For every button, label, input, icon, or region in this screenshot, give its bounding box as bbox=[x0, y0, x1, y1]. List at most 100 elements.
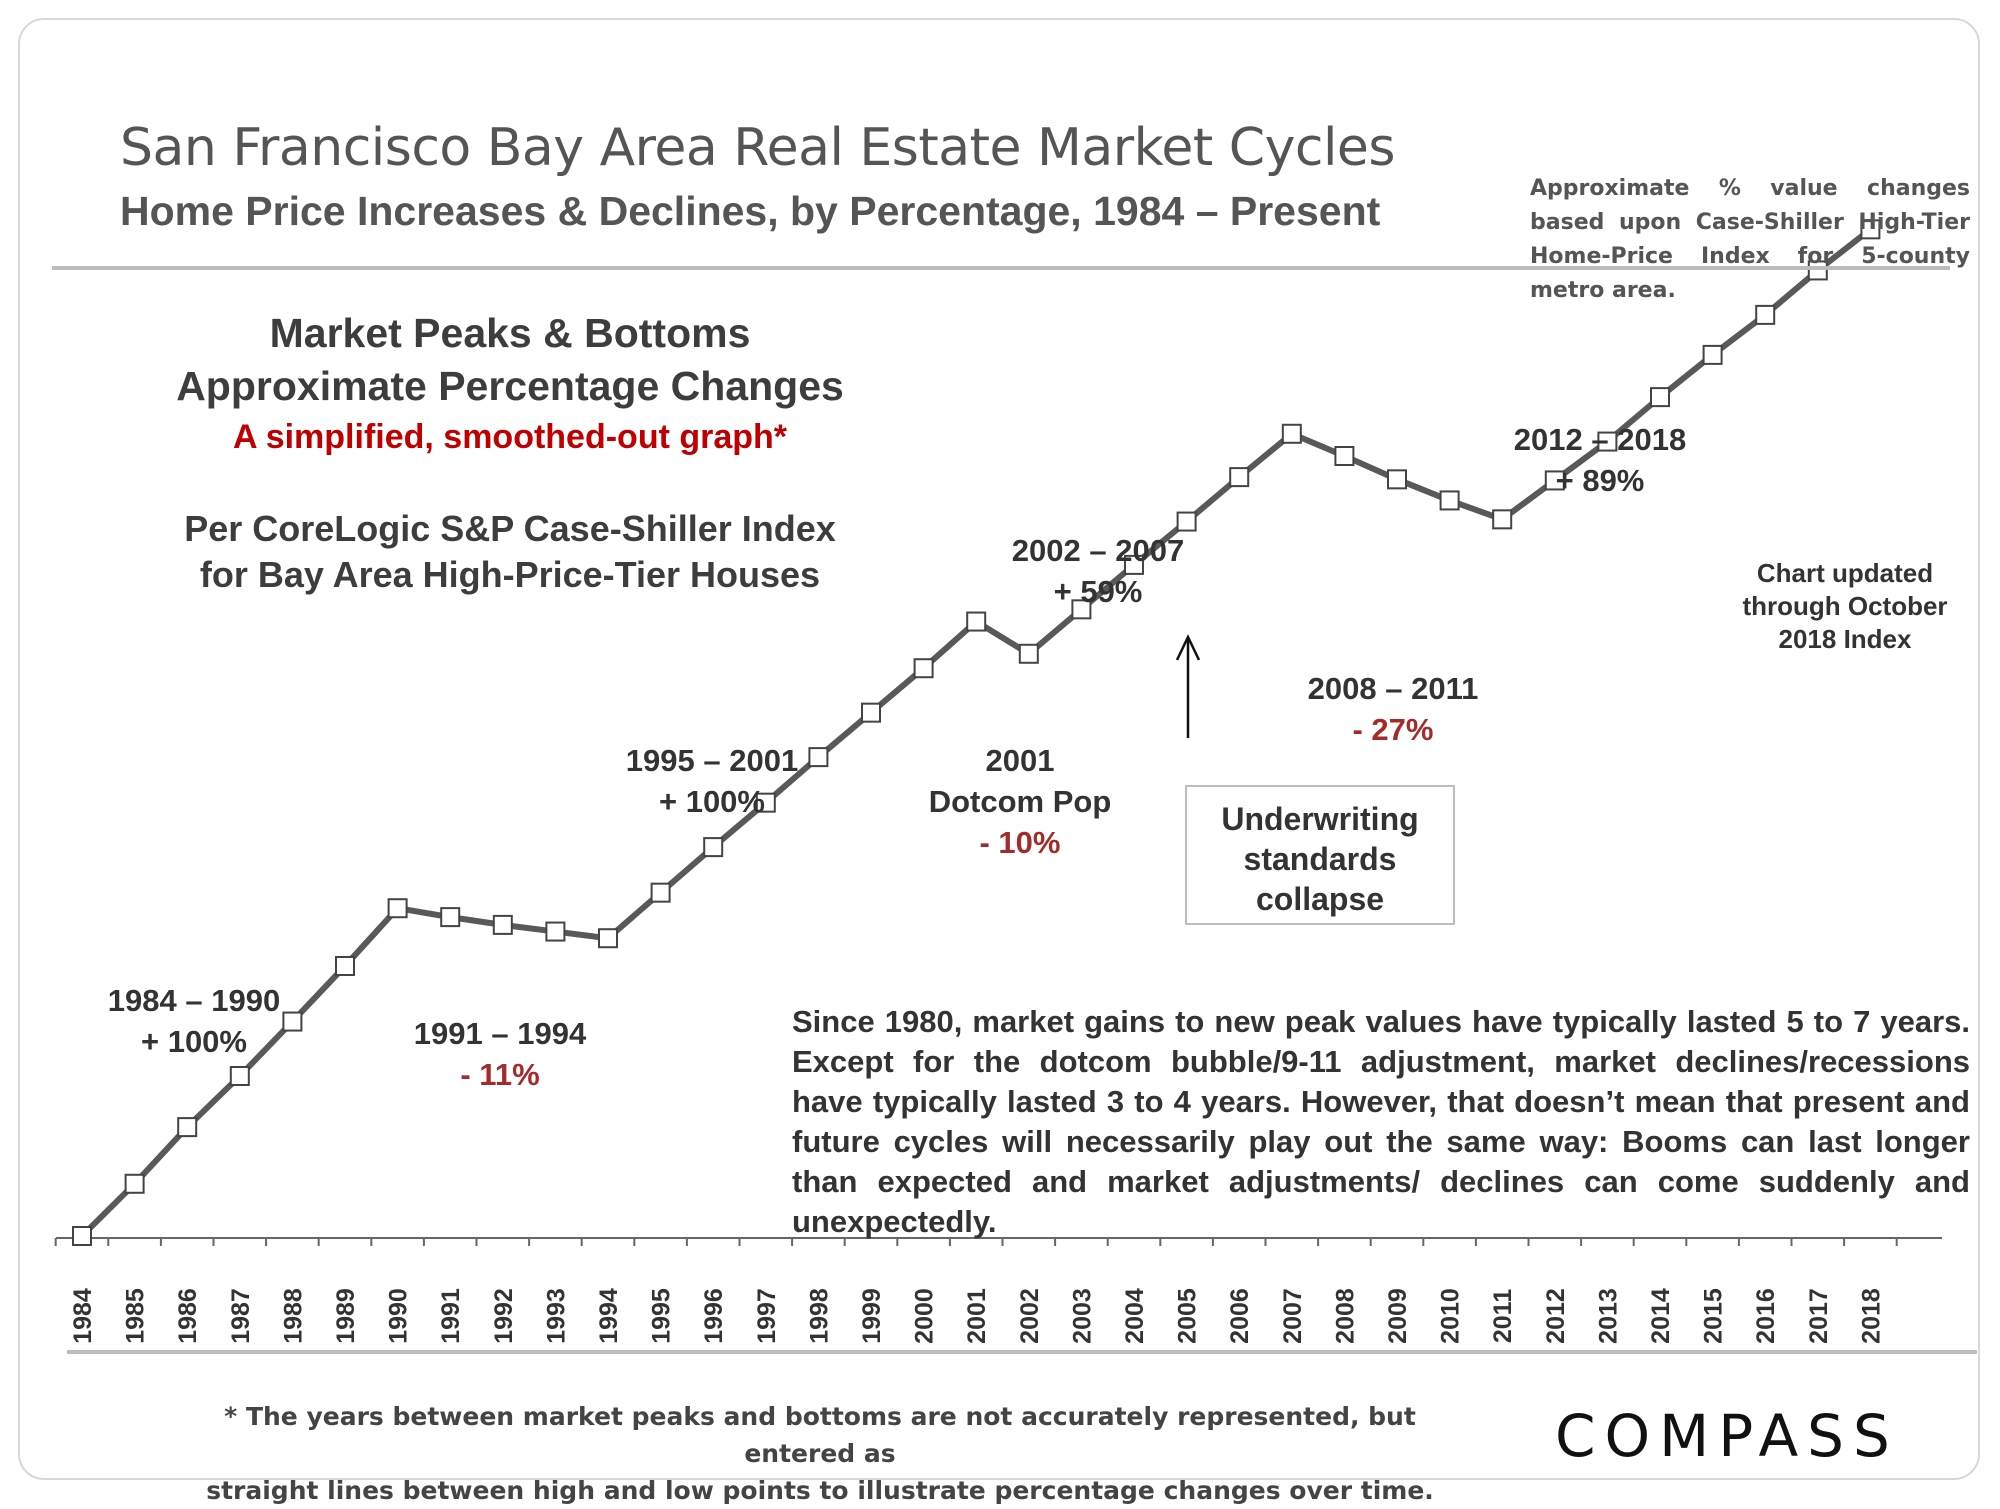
callout-line: Underwriting bbox=[1221, 801, 1419, 837]
cycle-label-1984-1990: 1984 – 1990 + 100% bbox=[84, 980, 304, 1062]
data-point-marker bbox=[440, 907, 461, 928]
cycle-label-2012-2018: 2012 – 2018 + 89% bbox=[1490, 419, 1710, 501]
footer-divider bbox=[67, 1350, 1977, 1354]
x-tick-label: 2006 bbox=[1226, 1288, 1254, 1344]
cycle-period: 1984 – 1990 bbox=[107, 983, 281, 1018]
data-point-marker bbox=[861, 702, 881, 723]
data-point-marker bbox=[1439, 490, 1460, 511]
x-tick-label: 1987 bbox=[227, 1288, 255, 1344]
compass-logo: COMPASS bbox=[1555, 1402, 1899, 1470]
x-tick-label: 1986 bbox=[174, 1288, 202, 1344]
x-tick-label: 1992 bbox=[490, 1288, 518, 1344]
cycle-change: + 89% bbox=[1555, 463, 1645, 498]
updated-line: 2018 Index bbox=[1778, 624, 1912, 654]
cycle-period: 2002 – 2007 bbox=[1011, 533, 1185, 568]
x-tick-label: 2008 bbox=[1331, 1288, 1359, 1344]
page-subtitle: Home Price Increases & Declines, by Perc… bbox=[120, 188, 1381, 234]
x-tick-label: 2005 bbox=[1174, 1288, 1202, 1344]
x-tick-label: 2015 bbox=[1700, 1288, 1728, 1344]
cycle-label-1995-2001: 1995 – 2001 + 100% bbox=[602, 740, 822, 822]
x-tick-label: 2010 bbox=[1437, 1288, 1465, 1344]
callout-line: collapse bbox=[1255, 881, 1385, 917]
updated-line: Chart updated bbox=[1756, 558, 1934, 588]
data-point-marker bbox=[650, 882, 671, 903]
simplified-note: A simplified, smoothed-out graph* bbox=[232, 418, 788, 456]
cycle-explanation-paragraph: Since 1980, market gains to new peak val… bbox=[792, 1004, 1970, 1239]
x-tick-label: 2012 bbox=[1542, 1288, 1570, 1344]
data-point-marker bbox=[1492, 509, 1513, 530]
data-point-marker bbox=[177, 1117, 198, 1138]
x-tick-label: 2001 bbox=[963, 1288, 991, 1344]
data-point-marker bbox=[1387, 469, 1407, 490]
footnote: * The years between market peaks and bot… bbox=[170, 1398, 1470, 1509]
footnote-line: straight lines between high and low poin… bbox=[206, 1476, 1434, 1505]
panel-heading-2: Approximate Percentage Changes bbox=[176, 363, 844, 409]
cycle-period: 2012 – 2018 bbox=[1513, 422, 1687, 457]
data-point-marker bbox=[1544, 470, 1565, 491]
cycle-change: + 100% bbox=[658, 784, 765, 819]
cycle-change: + 59% bbox=[1053, 574, 1143, 609]
cycle-label-2001-dotcom: 2001 Dotcom Pop - 10% bbox=[900, 740, 1140, 863]
x-tick-label: 2000 bbox=[911, 1288, 939, 1344]
x-tick-label: 2003 bbox=[1068, 1288, 1096, 1344]
x-axis-ticks bbox=[54, 1238, 1898, 1246]
data-point-marker bbox=[1334, 446, 1355, 466]
x-tick-label: 1985 bbox=[122, 1288, 150, 1344]
footnote-line: * The years between market peaks and bot… bbox=[224, 1402, 1416, 1468]
data-point-marker bbox=[1176, 511, 1197, 532]
cycle-change: - 11% bbox=[460, 1057, 540, 1092]
cycle-period: 1995 – 2001 bbox=[625, 743, 799, 778]
x-tick-label: 2014 bbox=[1647, 1288, 1675, 1344]
x-axis-tick-labels: 1984 1985 1986 1987 1988 1989 1990 1991 1992 1993… bbox=[69, 1288, 1885, 1344]
data-point-marker bbox=[1281, 423, 1302, 444]
source-index-line-1: Per CoreLogic S&P Case-Shiller Index bbox=[184, 508, 836, 549]
x-tick-label: 2013 bbox=[1594, 1288, 1622, 1344]
data-point-marker bbox=[1229, 467, 1250, 488]
slide-frame: 1984 1985 1986 1987 1988 1989 1990 1991 1992 1993… bbox=[18, 18, 1980, 1505]
x-tick-label: 1993 bbox=[542, 1288, 570, 1344]
x-tick-label: 1984 bbox=[69, 1288, 97, 1344]
cycle-label-2002-2007: 2002 – 2007 + 59% bbox=[988, 530, 1208, 612]
cycle-period: 2008 – 2011 bbox=[1307, 671, 1479, 706]
line-chart: 1984 1985 1986 1987 1988 1989 1990 1991 1992 1993… bbox=[54, 219, 1942, 1344]
x-tick-label: 1995 bbox=[648, 1288, 676, 1344]
data-point-marker bbox=[1702, 344, 1723, 365]
cycle-change: - 10% bbox=[979, 825, 1061, 860]
header-divider bbox=[52, 266, 1950, 270]
data-point-marker bbox=[966, 611, 987, 632]
data-point-marker bbox=[1597, 431, 1618, 452]
data-point-marker bbox=[229, 1066, 250, 1086]
data-point-marker bbox=[913, 658, 934, 679]
data-point-marker bbox=[335, 956, 355, 976]
cycle-change: - 27% bbox=[1352, 712, 1434, 747]
updated-line: through October bbox=[1742, 591, 1948, 621]
x-tick-label: 1990 bbox=[385, 1288, 413, 1344]
data-point-marker bbox=[703, 837, 724, 858]
cycle-name: Dotcom Pop bbox=[928, 784, 1112, 819]
x-tick-label: 1991 bbox=[437, 1288, 465, 1344]
x-tick-label: 2017 bbox=[1805, 1288, 1833, 1344]
data-point-marker bbox=[1650, 387, 1670, 408]
data-point-marker bbox=[545, 921, 566, 942]
x-tick-label: 2011 bbox=[1489, 1289, 1517, 1343]
x-tick-label: 2009 bbox=[1384, 1288, 1412, 1344]
panel-heading-1: Market Peaks & Bottoms bbox=[269, 310, 751, 356]
data-point-marker bbox=[1071, 599, 1092, 620]
data-point-marker bbox=[808, 747, 829, 768]
data-point-marker bbox=[282, 1011, 303, 1032]
x-tick-label: 1998 bbox=[805, 1288, 833, 1344]
x-tick-label: 1989 bbox=[332, 1288, 360, 1344]
data-point-marker bbox=[1124, 554, 1144, 575]
source-note: Approximate % value changes based upon C… bbox=[1530, 176, 1970, 303]
x-tick-label: 1994 bbox=[595, 1288, 623, 1344]
data-point-marker bbox=[72, 1226, 92, 1246]
data-point-marker bbox=[598, 928, 618, 949]
x-tick-label: 2002 bbox=[1016, 1288, 1044, 1344]
underwriting-callout: Underwriting standards collapse bbox=[1185, 785, 1455, 925]
data-point-marker bbox=[755, 792, 776, 813]
cycle-label-2008-2011: 2008 – 2011 - 27% bbox=[1283, 668, 1503, 750]
x-tick-label: 2004 bbox=[1121, 1288, 1149, 1344]
x-tick-label: 1997 bbox=[753, 1288, 781, 1344]
page-title: San Francisco Bay Area Real Estate Marke… bbox=[120, 118, 1396, 178]
x-tick-label: 2016 bbox=[1752, 1288, 1780, 1344]
